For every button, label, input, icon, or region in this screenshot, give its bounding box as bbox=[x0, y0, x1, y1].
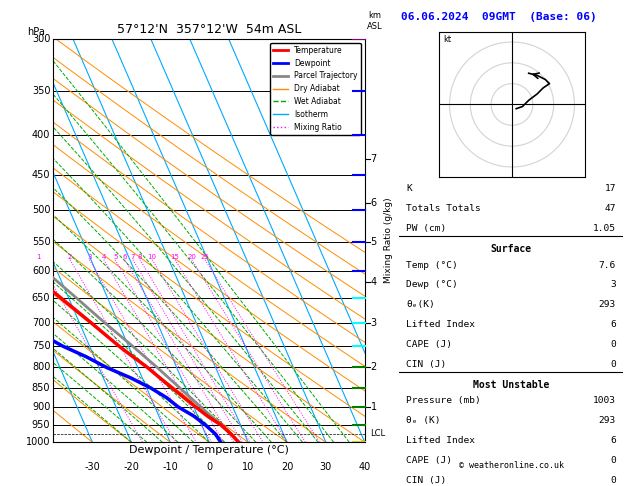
Text: 1: 1 bbox=[370, 402, 377, 412]
Text: K: K bbox=[406, 184, 412, 193]
Text: 350: 350 bbox=[32, 86, 50, 96]
Text: Dewp (°C): Dewp (°C) bbox=[406, 280, 458, 289]
Text: 550: 550 bbox=[31, 237, 50, 247]
Text: 1003: 1003 bbox=[593, 397, 616, 405]
Text: 47: 47 bbox=[604, 204, 616, 213]
Text: kt: kt bbox=[443, 35, 452, 44]
Text: 650: 650 bbox=[32, 293, 50, 303]
Text: CAPE (J): CAPE (J) bbox=[406, 456, 452, 465]
Text: 6: 6 bbox=[123, 254, 127, 260]
Text: 950: 950 bbox=[32, 420, 50, 430]
Text: 25: 25 bbox=[201, 254, 209, 260]
Legend: Temperature, Dewpoint, Parcel Trajectory, Dry Adiabat, Wet Adiabat, Isotherm, Mi: Temperature, Dewpoint, Parcel Trajectory… bbox=[270, 43, 361, 135]
Text: 17: 17 bbox=[604, 184, 616, 193]
Text: 300: 300 bbox=[32, 34, 50, 44]
Text: θₑ (K): θₑ (K) bbox=[406, 416, 440, 425]
Text: km
ASL: km ASL bbox=[367, 11, 382, 31]
Text: 0: 0 bbox=[610, 476, 616, 485]
Text: Mixing Ratio (g/kg): Mixing Ratio (g/kg) bbox=[384, 198, 393, 283]
Text: 1000: 1000 bbox=[26, 437, 50, 447]
Text: 3: 3 bbox=[87, 254, 92, 260]
Text: 10: 10 bbox=[148, 254, 157, 260]
Text: Temp (°C): Temp (°C) bbox=[406, 260, 458, 270]
Text: 5: 5 bbox=[370, 237, 377, 247]
Text: 6: 6 bbox=[610, 436, 616, 445]
Text: -30: -30 bbox=[84, 463, 100, 472]
Text: θₑ(K): θₑ(K) bbox=[406, 300, 435, 309]
Text: -10: -10 bbox=[162, 463, 178, 472]
Text: 293: 293 bbox=[599, 416, 616, 425]
Text: 8: 8 bbox=[138, 254, 142, 260]
Title: 57°12'N  357°12'W  54m ASL: 57°12'N 357°12'W 54m ASL bbox=[117, 23, 301, 36]
Text: 20: 20 bbox=[281, 463, 293, 472]
Text: 20: 20 bbox=[187, 254, 196, 260]
Text: 400: 400 bbox=[32, 130, 50, 140]
Text: 6: 6 bbox=[370, 198, 377, 208]
Text: 3: 3 bbox=[370, 318, 377, 328]
Text: Totals Totals: Totals Totals bbox=[406, 204, 481, 213]
Text: Lifted Index: Lifted Index bbox=[406, 320, 475, 329]
Text: Most Unstable: Most Unstable bbox=[473, 380, 549, 389]
Text: 0: 0 bbox=[610, 360, 616, 369]
Text: 293: 293 bbox=[599, 300, 616, 309]
Text: Lifted Index: Lifted Index bbox=[406, 436, 475, 445]
Text: 1.05: 1.05 bbox=[593, 224, 616, 233]
Text: LCL: LCL bbox=[370, 429, 386, 438]
Text: 4: 4 bbox=[370, 277, 377, 287]
Text: hPa: hPa bbox=[27, 27, 45, 37]
Text: 900: 900 bbox=[32, 402, 50, 412]
Text: 15: 15 bbox=[170, 254, 179, 260]
Text: 1: 1 bbox=[36, 254, 41, 260]
Text: 850: 850 bbox=[32, 383, 50, 393]
Text: 30: 30 bbox=[320, 463, 332, 472]
Text: 3: 3 bbox=[610, 280, 616, 289]
Text: 2: 2 bbox=[370, 363, 377, 372]
Text: CIN (J): CIN (J) bbox=[406, 476, 447, 485]
Text: 2: 2 bbox=[68, 254, 72, 260]
Text: 0: 0 bbox=[610, 456, 616, 465]
Text: 600: 600 bbox=[32, 266, 50, 276]
Text: 0: 0 bbox=[206, 463, 212, 472]
Text: 7.6: 7.6 bbox=[599, 260, 616, 270]
Text: CAPE (J): CAPE (J) bbox=[406, 340, 452, 349]
Text: 450: 450 bbox=[32, 170, 50, 180]
Text: Surface: Surface bbox=[491, 243, 532, 254]
Text: 06.06.2024  09GMT  (Base: 06): 06.06.2024 09GMT (Base: 06) bbox=[401, 12, 597, 22]
Text: © weatheronline.co.uk: © weatheronline.co.uk bbox=[459, 461, 564, 470]
X-axis label: Dewpoint / Temperature (°C): Dewpoint / Temperature (°C) bbox=[129, 445, 289, 455]
Text: 4: 4 bbox=[102, 254, 106, 260]
Text: 5: 5 bbox=[113, 254, 118, 260]
Text: 500: 500 bbox=[32, 205, 50, 215]
Text: -20: -20 bbox=[123, 463, 139, 472]
Text: 7: 7 bbox=[370, 155, 377, 164]
Text: Pressure (mb): Pressure (mb) bbox=[406, 397, 481, 405]
Text: 10: 10 bbox=[242, 463, 254, 472]
Text: 750: 750 bbox=[31, 341, 50, 351]
Text: 700: 700 bbox=[32, 318, 50, 328]
Text: PW (cm): PW (cm) bbox=[406, 224, 447, 233]
Text: CIN (J): CIN (J) bbox=[406, 360, 447, 369]
Text: 7: 7 bbox=[131, 254, 135, 260]
Text: 800: 800 bbox=[32, 363, 50, 372]
Text: 40: 40 bbox=[359, 463, 371, 472]
Text: 6: 6 bbox=[610, 320, 616, 329]
Text: 0: 0 bbox=[610, 340, 616, 349]
